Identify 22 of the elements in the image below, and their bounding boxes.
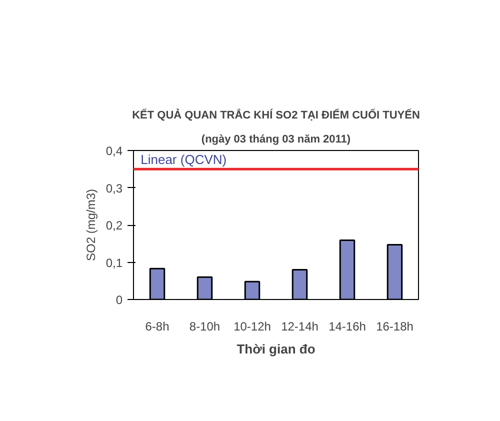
x-tick-label: 12-14h	[281, 320, 318, 334]
ref-line-label: Linear (QCVN)	[140, 152, 227, 168]
y-tick-label: 0,2	[106, 218, 123, 232]
x-tick-label: 10-12h	[234, 320, 271, 334]
bar	[149, 268, 166, 300]
y-tick-label: 0,4	[106, 144, 123, 158]
x-tick-label: 16-18h	[376, 320, 414, 334]
x-tick-label: 8-10h	[189, 320, 220, 334]
bar	[292, 268, 308, 300]
bar	[386, 244, 403, 300]
x-tick-label: 6-8h	[145, 320, 170, 334]
y-tick-label: 0,1	[106, 256, 123, 270]
y-tick-label: 0,3	[106, 181, 123, 196]
y-axis-title: SO2 (mg/m3)	[84, 188, 98, 262]
chart-subtitle: (ngày 03 tháng 03 năm 2011)	[201, 134, 351, 146]
bar	[196, 276, 213, 300]
bar	[244, 280, 260, 300]
bar	[339, 240, 356, 300]
chart-title: KẾT QUẢ QUAN TRẮC KHÍ SO2 TẠI ĐIỂM CUỐI TUYẾN	[132, 108, 420, 122]
y-tick-label: 0	[116, 293, 123, 307]
x-axis-title: Thời gian đo	[236, 342, 316, 356]
x-tick-label: 14-16h	[328, 320, 366, 334]
